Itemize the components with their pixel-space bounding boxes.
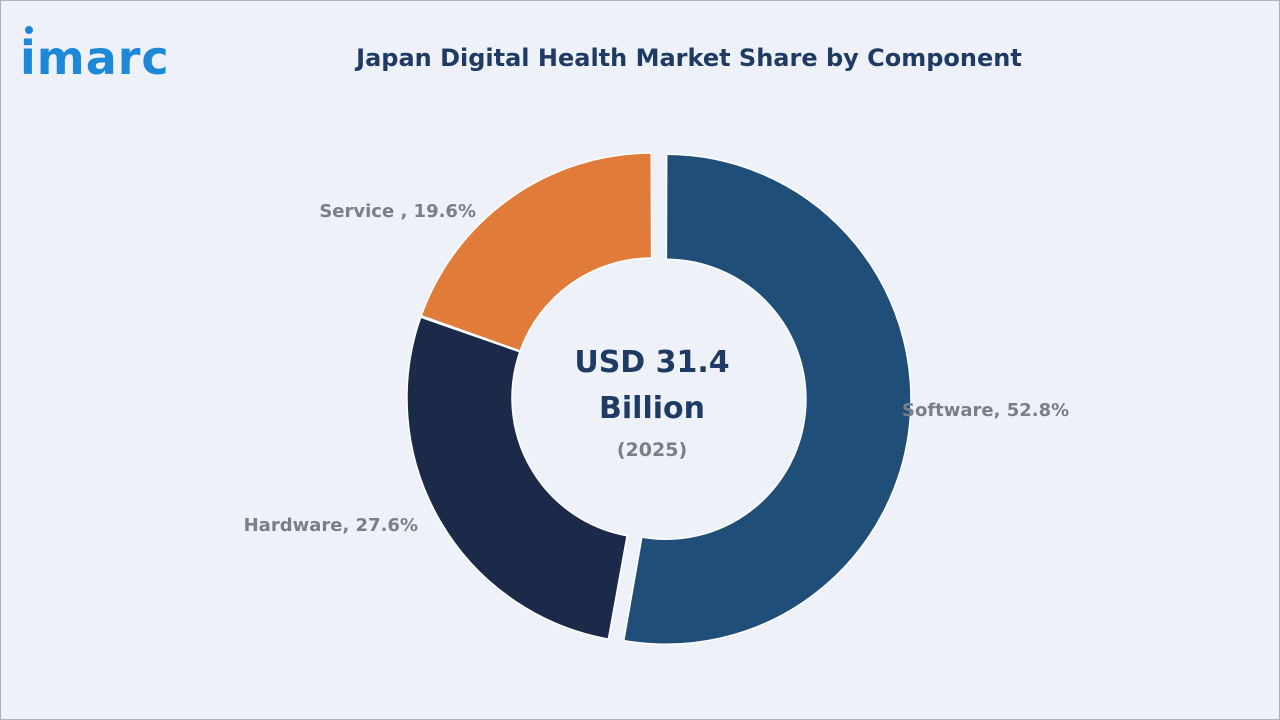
chart-title: Japan Digital Health Market Share by Com… [356, 44, 1022, 72]
slice-hardware [406, 316, 628, 640]
center-year: (2025) [617, 439, 687, 461]
svg-text:imarc: imarc [20, 31, 170, 85]
imarc-logo: imarc [20, 26, 170, 85]
center-total-unit: Billion [599, 391, 705, 426]
slice-label-hardware: Hardware, 27.6% [244, 515, 418, 536]
center-total-value: USD 31.4 [574, 345, 729, 380]
slice-service [420, 152, 653, 352]
slice-software [622, 153, 912, 645]
slice-label-software: Software, 52.8% [902, 400, 1069, 421]
slice-label-service: Service , 19.6% [319, 201, 476, 222]
